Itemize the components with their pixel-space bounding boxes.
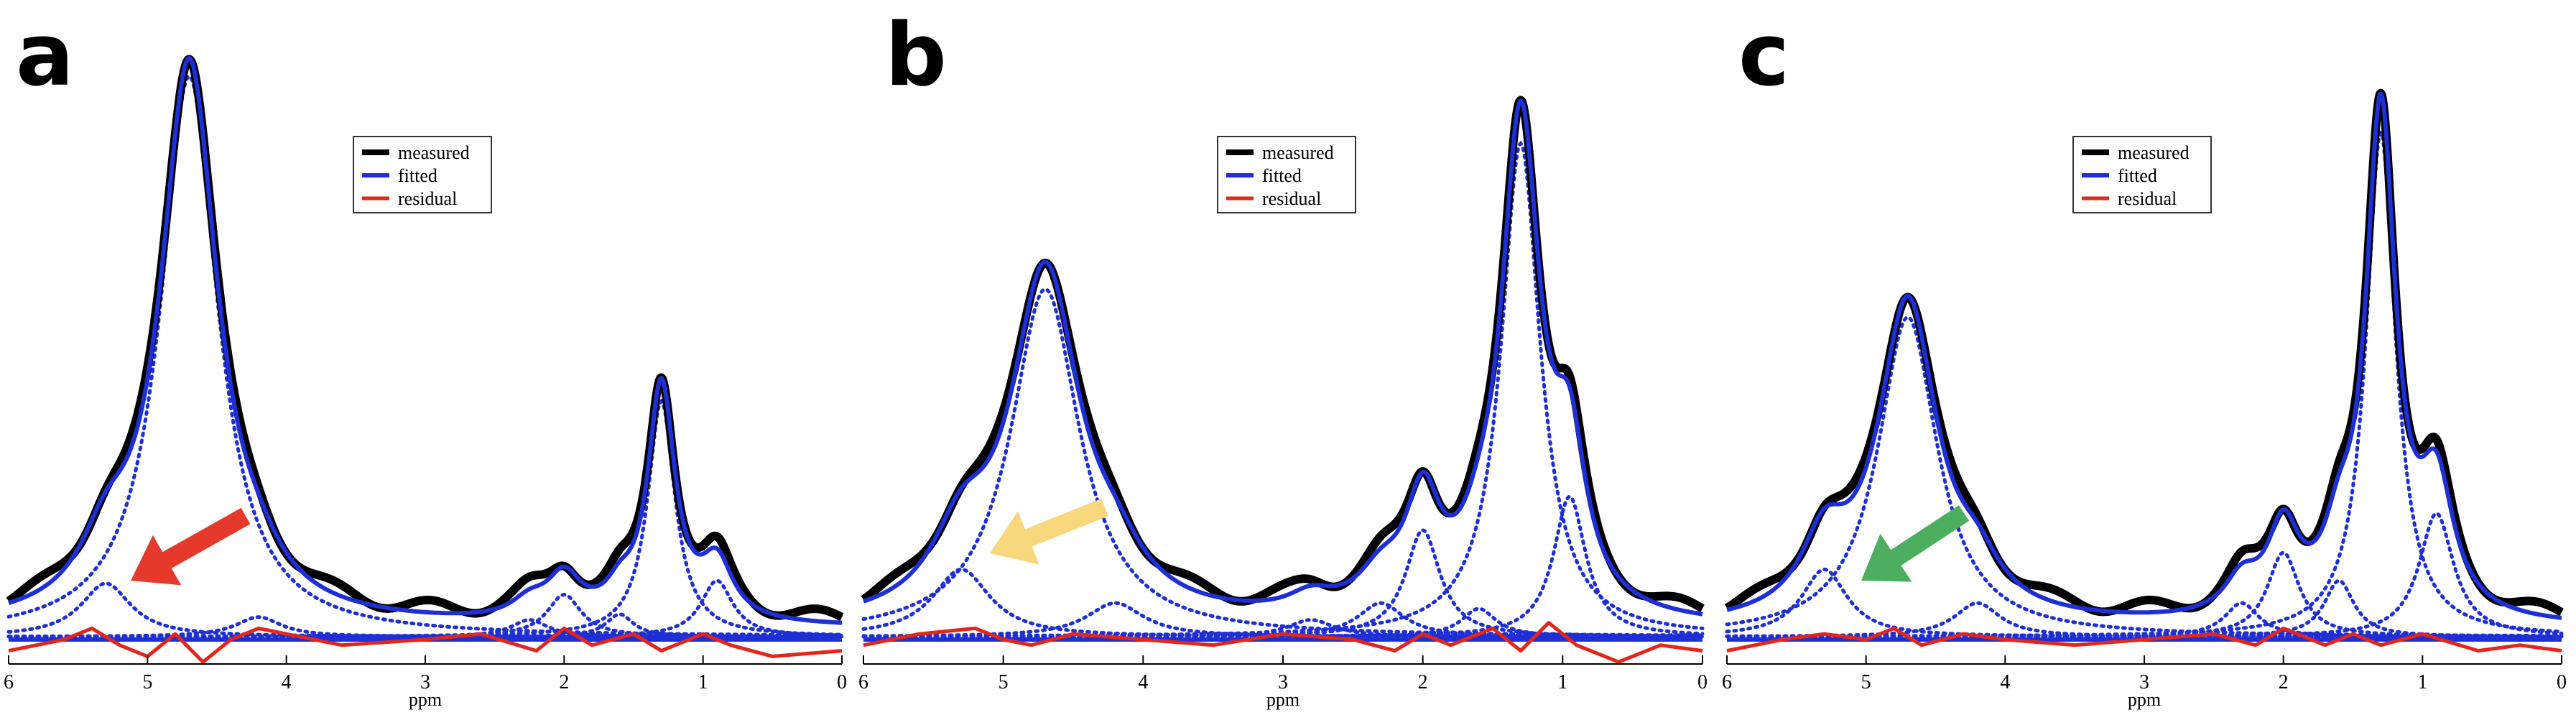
- arrow-icon: [131, 507, 251, 586]
- x-axis-label: ppm: [1266, 689, 1299, 710]
- x-axis-label: ppm: [409, 689, 442, 710]
- x-tick-label: 3: [420, 671, 430, 693]
- component-curve-2: [6, 74, 844, 637]
- panel-letter: a: [16, 6, 74, 106]
- legend-label-residual: residual: [398, 188, 457, 209]
- x-tick-label: 0: [1697, 671, 1708, 693]
- legend-label-residual: residual: [1262, 188, 1321, 209]
- legend-label-measured: measured: [2118, 142, 2190, 163]
- component-curve-3: [1725, 601, 2564, 639]
- legend-label-residual: residual: [2118, 188, 2177, 209]
- x-tick-label: 3: [2139, 671, 2149, 693]
- x-tick-label: 2: [2279, 671, 2289, 693]
- legend-label-fitted: fitted: [398, 165, 437, 186]
- x-tick-label: 2: [559, 671, 569, 693]
- x-tick-label: 6: [4, 671, 14, 693]
- component-curve-8: [6, 578, 844, 639]
- x-tick-label: 1: [1557, 671, 1567, 693]
- x-tick-label: 5: [1861, 671, 1871, 693]
- legend-label-measured: measured: [1262, 142, 1334, 163]
- component-curve-8: [1725, 511, 2564, 639]
- fitted-line: [1725, 91, 2563, 620]
- component-curve-9: [861, 494, 1705, 639]
- x-tick-label: 4: [2000, 671, 2010, 693]
- x-tick-label: 2: [1418, 671, 1428, 693]
- measured-line: [860, 96, 1706, 613]
- x-tick-label: 3: [1278, 671, 1288, 693]
- residual-line: [1726, 626, 2562, 653]
- panel-b: 6 5 4 3 2 1 0 ppm b measured fitted residual: [855, 0, 1723, 711]
- arrow-icon: [990, 498, 1108, 565]
- panel-letter: c: [1738, 6, 1789, 106]
- residual-line: [8, 626, 843, 664]
- arrow-icon: [1861, 505, 1970, 582]
- component-curve-2: [1725, 315, 2564, 638]
- x-tick-label: 5: [142, 671, 152, 693]
- component-curve-5: [1725, 550, 2564, 639]
- x-tick-label: 6: [858, 671, 868, 693]
- legend-label-measured: measured: [398, 142, 470, 163]
- panel-c: 6 5 4 3 2 1 0 ppm c measured fitted residual: [1722, 0, 2576, 711]
- panel-letter: b: [885, 6, 947, 106]
- legend-label-fitted: fitted: [2118, 165, 2157, 186]
- x-tick-label: 1: [2417, 671, 2427, 693]
- component-curve-3: [6, 615, 844, 639]
- x-tick-label: 4: [1138, 671, 1148, 693]
- residual-line: [863, 621, 1703, 664]
- x-tick-label: 0: [837, 671, 847, 693]
- measured-line: [1723, 88, 2565, 617]
- panel-a: 6 5 4 3 2 1 0 ppm a measured fitted residual: [0, 0, 855, 711]
- x-tick-label: 5: [999, 671, 1009, 693]
- fitted-line: [7, 55, 843, 625]
- x-tick-label: 0: [2557, 671, 2567, 693]
- x-tick-label: 6: [1723, 671, 1732, 693]
- legend-label-fitted: fitted: [1262, 165, 1302, 186]
- x-tick-label: 4: [282, 671, 292, 693]
- x-tick-label: 1: [698, 671, 708, 693]
- fitted-line: [862, 98, 1704, 617]
- component-curve-4: [1725, 601, 2564, 639]
- x-axis-label: ppm: [2128, 689, 2161, 710]
